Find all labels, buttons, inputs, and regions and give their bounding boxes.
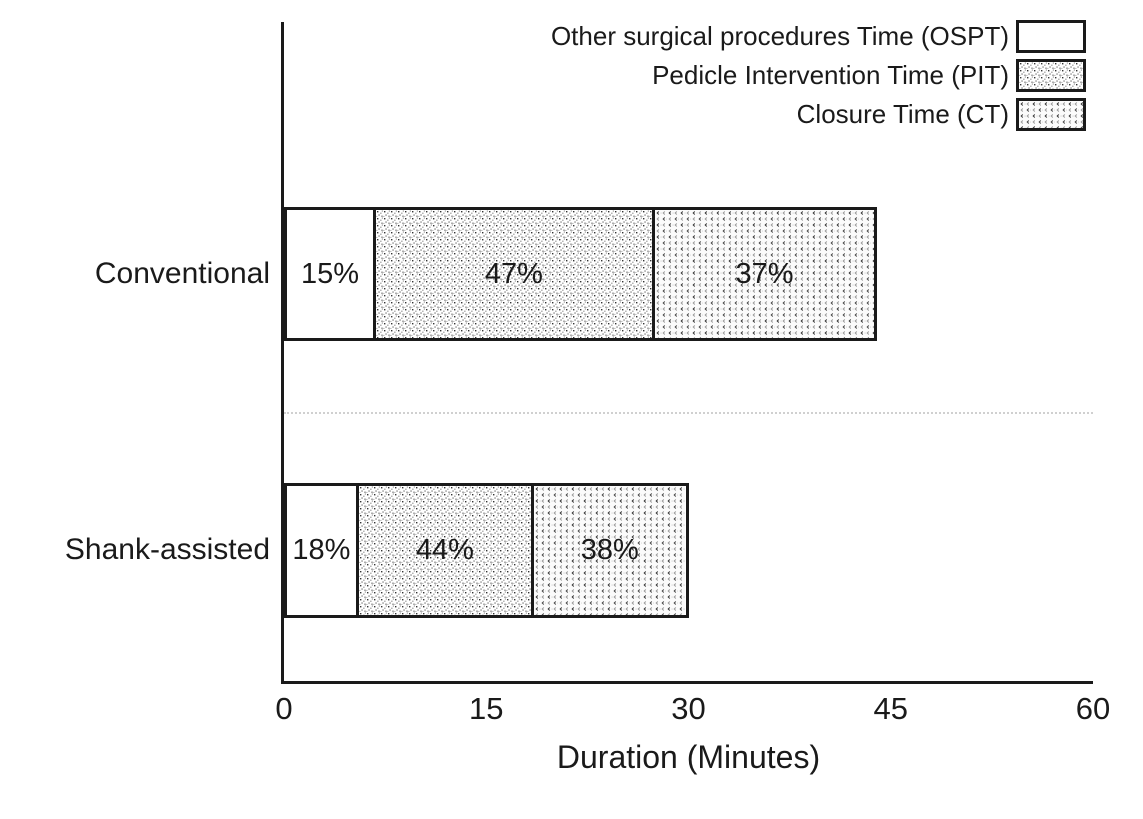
x-tick-labels: 0 15 30 45 60	[275, 681, 1110, 726]
segment-percent-label: 18%	[292, 534, 351, 566]
legend-label-pit: Pedicle Intervention Time (PIT)	[652, 60, 1009, 90]
x-tick-label: 15	[469, 691, 504, 726]
x-tick-label: 45	[873, 691, 908, 726]
legend-swatch-pit	[1016, 59, 1086, 92]
bar-segment-chevrons: 37%	[654, 210, 875, 338]
bar-conventional: 15% 47% 37%	[284, 207, 878, 341]
segment-percent-label: 47%	[484, 257, 543, 290]
bar-segment-dots: 47%	[375, 210, 655, 338]
plot-area: 15% 47% 37% 18% 44% 38% 0 15 30 45 60 Duration (…	[275, 22, 1110, 775]
bar-segment-plain: 18%	[287, 486, 359, 615]
legend-item-ct: Closure Time (CT)	[797, 98, 1086, 131]
segment-percent-label: 15%	[300, 257, 359, 290]
segment-percent-label: 44%	[415, 534, 474, 566]
x-axis-title: Duration (Minutes)	[556, 739, 821, 775]
bar-shank-assisted: 18% 44% 38%	[284, 483, 689, 618]
bar-segment-plain: 15%	[287, 210, 376, 338]
legend: Other surgical procedures Time (OSPT) Pe…	[551, 20, 1086, 131]
legend-label-ct: Closure Time (CT)	[796, 99, 1009, 129]
legend-item-ospt: Other surgical procedures Time (OSPT)	[551, 20, 1086, 53]
legend-label-ospt: Other surgical procedures Time (OSPT)	[550, 21, 1009, 51]
group-separator-line	[284, 412, 1093, 414]
category-label-shank-assisted: Shank-assisted	[64, 533, 270, 566]
x-tick-label: 30	[671, 691, 706, 726]
x-tick-label: 60	[1075, 691, 1111, 726]
bar-segment-chevrons: 38%	[534, 486, 686, 615]
legend-item-pit: Pedicle Intervention Time (PIT)	[652, 59, 1086, 92]
x-tick-label: 0	[275, 691, 293, 726]
bar-segment-dots: 44%	[358, 486, 535, 615]
category-label-conventional: Conventional	[94, 257, 270, 290]
legend-swatch-ct	[1016, 98, 1086, 131]
legend-swatch-ospt	[1016, 20, 1086, 53]
segment-percent-label: 38%	[580, 534, 639, 566]
segment-percent-label: 37%	[735, 257, 794, 290]
